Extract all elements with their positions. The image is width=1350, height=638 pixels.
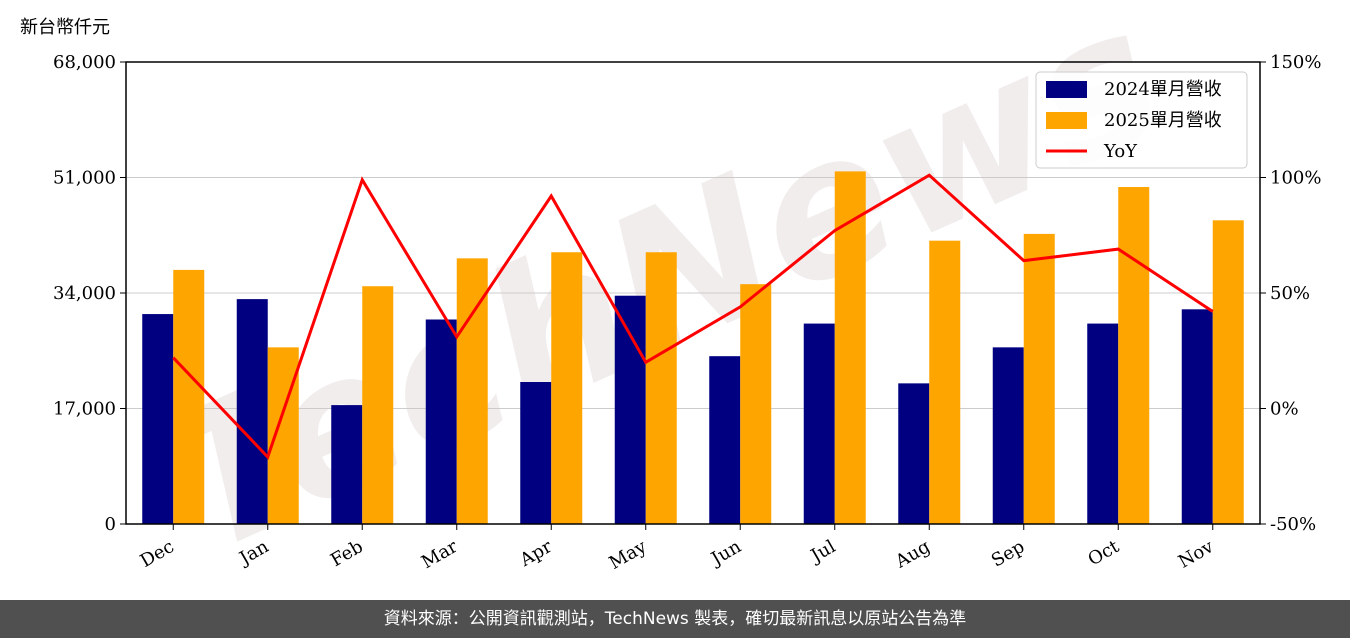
bar-2025-apr [551, 252, 583, 524]
bar-2025-jun [740, 284, 772, 524]
source-footer: 資料來源：公開資訊觀測站，TechNews 製表，確切最新訊息以原站公告為準 [0, 600, 1350, 638]
legend-label: 2025單月營收 [1104, 110, 1222, 131]
bar-2025-feb [362, 286, 394, 524]
bar-2024-feb [331, 405, 363, 524]
legend-swatch [1046, 81, 1087, 98]
x-tick-label-jul: Jul [806, 536, 840, 568]
y-unit-label: 新台幣仟元 [20, 17, 110, 38]
y-left-tick-label: 17,000 [53, 399, 116, 420]
bar-series [142, 171, 1244, 524]
x-tick-label-may: May [606, 536, 651, 574]
bar-2025-jul [834, 171, 866, 524]
bar-2024-jul [803, 323, 835, 524]
gridlines [126, 177, 1260, 409]
legend-label: 2024單月營收 [1104, 79, 1222, 100]
yoy-line [172, 173, 1214, 460]
bar-2025-jan [267, 347, 299, 524]
bar-2024-aug [898, 383, 930, 524]
bar-2025-sep [1023, 233, 1055, 524]
bar-2024-nov [1181, 309, 1213, 524]
bar-2024-dec [142, 314, 174, 524]
bar-2024-apr [520, 382, 552, 524]
bar-2024-may [614, 295, 646, 524]
x-tick-label-oct: Oct [1084, 536, 1123, 571]
y-right-tick-label: 150% [1270, 52, 1321, 73]
legend: 2024單月營收 2025單月營收 YoY [1035, 71, 1248, 169]
x-tick-label-mar: Mar [418, 536, 462, 573]
legend-swatch [1046, 112, 1087, 129]
bar-2024-jun [709, 356, 741, 524]
legend-label: YoY [1103, 141, 1138, 162]
bar-2024-sep [992, 347, 1024, 524]
bar-2024-oct [1087, 323, 1119, 524]
x-tick-label-sep: Sep [988, 536, 1028, 571]
y-right-tick-label: 50% [1270, 283, 1310, 304]
bar-2025-nov [1212, 220, 1244, 524]
legend-box [1035, 71, 1248, 169]
x-tick-label-dec: Dec [137, 536, 178, 572]
y-left-tick-label: 0 [105, 514, 116, 535]
y-right-tick-label: 100% [1270, 168, 1321, 189]
x-tick-label-jun: Jun [706, 536, 745, 571]
y-right-tick-label: 0% [1270, 399, 1299, 420]
chart: 新台幣仟元 TechNews 017,00034,00051,00068,000… [20, 0, 1321, 596]
y-left-tick-label: 34,000 [53, 283, 116, 304]
yoy-line-series [172, 173, 1214, 460]
x-tick-label-nov: Nov [1175, 536, 1218, 573]
bar-2024-jan [236, 299, 268, 524]
bar-2024-mar [425, 319, 457, 524]
y-left-tick-label: 68,000 [53, 52, 116, 73]
y-right-tick-label: -50% [1270, 514, 1316, 535]
bar-2025-mar [456, 258, 488, 524]
bar-2025-oct [1118, 187, 1150, 524]
y-left-tick-label: 51,000 [53, 168, 116, 189]
bar-2025-dec [173, 269, 205, 524]
bar-2025-aug [929, 240, 961, 524]
x-tick-label-aug: Aug [891, 536, 934, 573]
x-tick-label-apr: Apr [516, 536, 556, 571]
bar-2025-may [645, 252, 677, 524]
